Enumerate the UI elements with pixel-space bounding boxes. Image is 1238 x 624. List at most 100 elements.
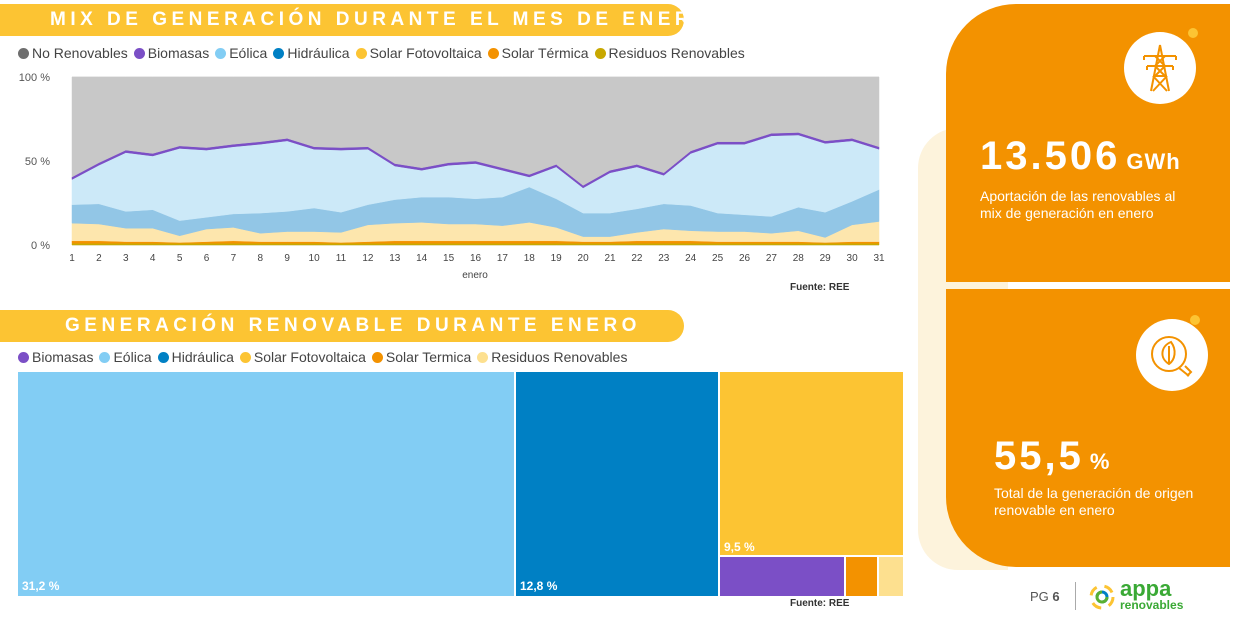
legend-item-solar-fotovoltaica: Solar Fotovoltaica <box>355 45 482 61</box>
x-tick-label: 2 <box>96 253 102 264</box>
x-tick-label: 1 <box>69 253 75 264</box>
treemap-solar-fv-label: 9,5 % <box>724 540 755 554</box>
x-tick-label: 5 <box>177 253 183 264</box>
page-number: PG 6 <box>1030 589 1060 604</box>
legend-item-residuos-renovables: Residuos Renovables <box>477 349 627 365</box>
kpi-bottom-value: 55,5% <box>994 434 1110 479</box>
legend-swatch <box>355 47 367 59</box>
x-tick-label: 31 <box>873 253 885 264</box>
leaf-plug-icon-circle <box>1136 319 1208 391</box>
legend-label: No Renovables <box>32 45 128 61</box>
x-tick-label: 18 <box>524 253 536 264</box>
legend-swatch <box>215 47 227 59</box>
power-tower-icon-circle <box>1124 32 1196 104</box>
kpi-top-number: 13.506 <box>980 134 1121 178</box>
x-tick-label: 27 <box>766 253 778 264</box>
x-tick-label: 26 <box>739 253 751 264</box>
legend-swatch <box>273 47 285 59</box>
legend-label: Solar Térmica <box>501 45 589 61</box>
legend-item-hidraulica: Hidráulica <box>273 45 350 61</box>
y-tick-label: 50 % <box>25 156 50 168</box>
mix-area-chart: 0 %50 %100 % 1 2 3 4 5 6 7 8 9 10 11 12 13 14 15 16 17 18… <box>19 72 885 281</box>
legend-swatch <box>18 351 29 363</box>
legend-swatch <box>99 351 111 363</box>
area-series-residuos-renovables <box>71 243 880 246</box>
legend-label: Eólica <box>113 349 152 365</box>
spiral-logo-icon <box>1089 584 1115 610</box>
x-tick-label: 3 <box>123 253 129 264</box>
page-number-value: 6 <box>1052 589 1060 604</box>
legend-item-eolica: Eólica <box>99 349 152 365</box>
kpi-bottom-dot <box>1190 315 1200 325</box>
kpi-card-top: 13.506 GWh Aportación de las renovables a… <box>946 4 1230 282</box>
x-tick-label: 20 <box>578 253 590 264</box>
legend-label: Hidráulica <box>171 349 234 365</box>
renewable-legend: Biomasas Eólica Hidráulica Solar Fotovoltai… <box>18 349 627 365</box>
x-tick-label: 13 <box>389 253 401 264</box>
footer-divider <box>1075 582 1076 610</box>
kpi-bottom-description: Total de la generación de origen renovab… <box>994 485 1194 518</box>
power-tower-icon <box>1143 44 1177 92</box>
legend-label: Solar Termica <box>385 349 472 365</box>
kpi-bottom-unit: % <box>1089 449 1111 474</box>
x-tick-label: 10 <box>309 253 321 264</box>
legend-item-residuos-renovables: Residuos Renovables <box>594 45 745 61</box>
kpi-top-unit: GWh <box>1126 149 1181 174</box>
page-prefix: PG <box>1030 589 1049 604</box>
treemap-solar-fv <box>720 372 903 555</box>
legend-label: Biomasas <box>32 349 94 365</box>
x-tick-label: 15 <box>443 253 455 264</box>
logo-sub: renovables <box>1120 598 1184 612</box>
legend-swatch <box>371 351 383 363</box>
leaf-plug-icon <box>1151 336 1193 377</box>
renewable-banner: GENERACIÓN RENOVABLE DURANTE ENERO <box>0 310 684 342</box>
legend-label: Residuos Renovables <box>491 349 628 365</box>
legend-item-solar-fotovoltaica: Solar Fotovoltaica <box>239 349 366 365</box>
legend-swatch <box>594 47 606 59</box>
legend-swatch <box>157 351 169 363</box>
x-tick-label: 19 <box>551 253 563 264</box>
treemap-biomasas <box>720 557 844 596</box>
mix-banner: MIX DE GENERACIÓN DURANTE EL MES DE ENER… <box>0 4 684 36</box>
renewable-source: Fuente: REE <box>790 598 850 609</box>
x-tick-label: 7 <box>231 253 237 264</box>
area-series-no-renovables <box>71 76 880 186</box>
x-tick-label: 8 <box>258 253 264 264</box>
legend-label: Biomasas <box>147 45 210 61</box>
x-tick-label: 30 <box>847 253 859 264</box>
x-axis-label: enero <box>462 270 488 281</box>
legend-swatch <box>239 351 251 363</box>
treemap-residuos <box>879 557 903 596</box>
legend-swatch <box>18 47 29 59</box>
legend-label: Residuos Renovables <box>608 45 745 61</box>
mix-banner-title: MIX DE GENERACIÓN DURANTE EL MES DE ENER… <box>50 9 684 30</box>
treemap-eolica-label: 31,2 % <box>22 579 60 593</box>
kpi-bottom-number: 55,5 <box>994 434 1084 478</box>
x-tick-label: 14 <box>416 253 428 264</box>
appa-logo: appa renovables <box>1088 576 1198 614</box>
renewable-banner-title: GENERACIÓN RENOVABLE DURANTE ENERO <box>65 315 641 336</box>
treemap-eolica <box>18 372 514 596</box>
legend-label: Solar Fotovoltaica <box>253 349 366 365</box>
x-tick-label: 24 <box>685 253 697 264</box>
x-tick-label: 21 <box>604 253 616 264</box>
x-tick-label: 9 <box>284 253 290 264</box>
logo-name: appa <box>1120 576 1172 601</box>
x-tick-label: 23 <box>658 253 670 264</box>
kpi-card-bottom: 55,5% Total de la generación de origen r… <box>946 289 1230 567</box>
legend-item-biomasas: Biomasas <box>18 349 93 365</box>
x-tick-label: 12 <box>362 253 374 264</box>
treemap-hidraulica-label: 12,8 % <box>520 579 558 593</box>
legend-item-solar-termica: Solar Termica <box>371 349 472 365</box>
mix-source: Fuente: REE <box>790 282 850 293</box>
x-tick-label: 17 <box>497 253 509 264</box>
mix-legend: No Renovables Biomasas Eólica Hidráulica Sol… <box>18 45 745 61</box>
treemap-solar-termica <box>846 557 877 596</box>
x-tick-label: 6 <box>204 253 210 264</box>
x-tick-label: 11 <box>336 253 347 264</box>
treemap-hidraulica <box>516 372 718 596</box>
legend-label: Solar Fotovoltaica <box>369 45 482 61</box>
legend-swatch <box>477 351 489 363</box>
kpi-top-description: Aportación de las renovables al mix de g… <box>980 188 1176 221</box>
y-tick-label: 0 % <box>31 240 50 252</box>
